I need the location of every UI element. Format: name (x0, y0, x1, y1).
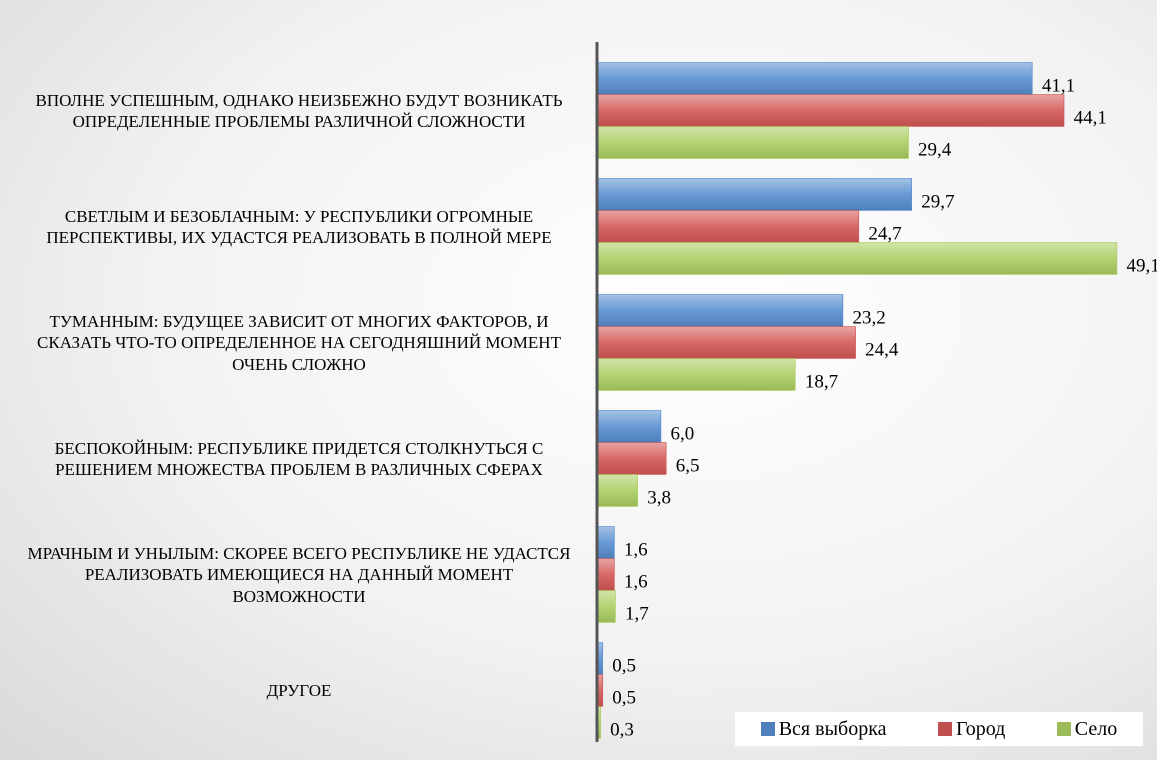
value-label: 3,8 (647, 487, 671, 508)
category-label: МРАЧНЫМ И УНЫЛЫМ: СКОРЕЕ ВСЕГО РЕСПУБЛИК… (27, 544, 571, 606)
value-label: 24,4 (865, 339, 899, 360)
category-label: ВПОЛНЕ УСПЕШНЫМ, ОДНАКО НЕИЗБЕЖНО БУДУТ … (35, 90, 563, 131)
value-label: 24,7 (868, 223, 901, 244)
bar-shade (597, 643, 603, 674)
bar-shade (597, 127, 909, 158)
legend-item: Вся выборка (760, 717, 887, 741)
value-label: 18,7 (805, 371, 838, 392)
bar-shade (597, 211, 859, 242)
bar-shade (597, 243, 1117, 274)
bar-shade (597, 179, 912, 210)
legend-item: Село (1056, 717, 1118, 741)
bar-shade (597, 475, 638, 506)
bar-shade (597, 63, 1032, 94)
value-label: 6,0 (670, 423, 694, 444)
category-label: ДРУГОЕ (266, 681, 332, 701)
bar-shade (597, 359, 795, 390)
value-label: 1,7 (625, 603, 649, 624)
bar-shade (597, 411, 661, 442)
legend-swatch (1056, 722, 1071, 736)
legend-item: Город (937, 717, 1006, 741)
bar-shade (597, 443, 666, 474)
value-label: 49,1 (1126, 255, 1157, 276)
value-label: 0,3 (610, 719, 634, 740)
bar-shade (597, 675, 603, 706)
value-label: 0,5 (612, 655, 636, 676)
legend: Вся выборка Город Село (735, 712, 1143, 746)
legend-label: Вся выборка (778, 717, 887, 740)
category-label: БЕСПОКОЙНЫМ: РЕСПУБЛИКЕ ПРИДЕТСЯ СТОЛКНУ… (54, 438, 544, 479)
value-label: 29,4 (918, 139, 952, 160)
value-label: 41,1 (1042, 75, 1075, 96)
legend-label: Село (1074, 717, 1118, 740)
bar-shade (597, 591, 615, 622)
value-label: 6,5 (676, 455, 700, 476)
value-label: 23,2 (852, 307, 885, 328)
legend-label: Город (955, 717, 1006, 740)
bar-shade (597, 95, 1064, 126)
value-label: 1,6 (624, 539, 648, 560)
value-label: 1,6 (624, 571, 648, 592)
bar-shade (597, 327, 856, 358)
value-label: 0,5 (612, 687, 636, 708)
category-label: ТУМАННЫМ: БУДУЩЕЕ ЗАВИСИТ ОТ МНОГИХ ФАКТ… (37, 312, 561, 374)
bar-shade (597, 527, 614, 558)
category-label: СВЕТЛЫМ И БЕЗОБЛАЧНЫМ: У РЕСПУБЛИКИ ОГРО… (46, 206, 552, 247)
bar-shade (597, 559, 614, 590)
legend-swatch (760, 722, 775, 736)
bar-shade (597, 707, 601, 738)
value-label: 44,1 (1074, 107, 1107, 128)
bar-shade (597, 295, 843, 326)
legend-swatch (937, 722, 952, 736)
value-label: 29,7 (921, 191, 954, 212)
